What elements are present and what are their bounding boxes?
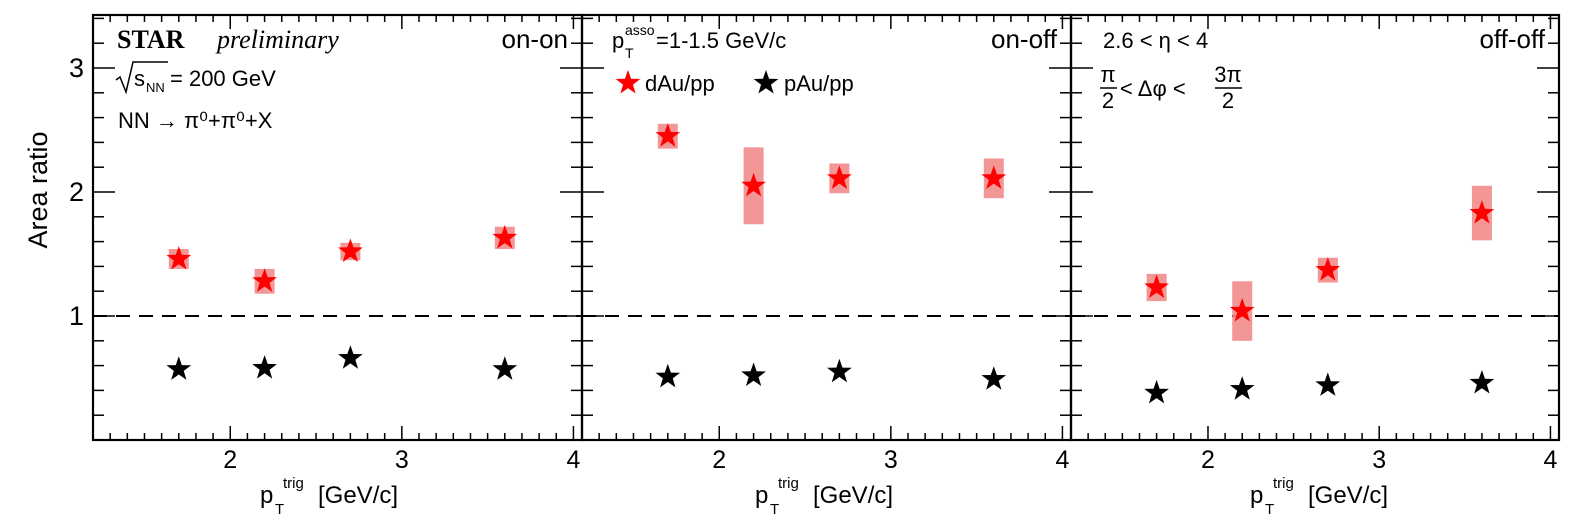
point-dau-pp bbox=[1229, 298, 1255, 322]
point-dau-pp bbox=[492, 224, 518, 249]
svg-text:p: p bbox=[755, 482, 768, 509]
point-pau-pp bbox=[1229, 376, 1255, 400]
point-pau-pp bbox=[166, 356, 192, 380]
point-dau-pp bbox=[1469, 200, 1495, 224]
svg-text:T: T bbox=[625, 45, 634, 61]
panel-label: off-off bbox=[1479, 24, 1545, 54]
x-tick-label: 2 bbox=[712, 446, 726, 474]
svg-text:trig: trig bbox=[778, 475, 799, 492]
x-tick-label: 3 bbox=[395, 446, 409, 474]
point-dau-pp bbox=[1315, 257, 1341, 281]
legend-star-dau bbox=[615, 70, 641, 94]
legend-label-dau: dAu/pp bbox=[645, 71, 715, 96]
p-asso-label: p asso T =1-1.5 GeV/c bbox=[612, 22, 786, 61]
svg-text:p: p bbox=[1250, 482, 1263, 509]
y-axis-title: Area ratio bbox=[23, 131, 53, 248]
svg-text:π: π bbox=[1100, 62, 1115, 87]
svg-text:< Δφ <: < Δφ < bbox=[1120, 76, 1186, 101]
x-tick-label: 3 bbox=[1372, 446, 1386, 474]
svg-text:trig: trig bbox=[1273, 475, 1294, 492]
panel-label: on-off bbox=[991, 24, 1058, 54]
svg-text:NN: NN bbox=[146, 80, 165, 95]
svg-text:asso: asso bbox=[625, 22, 655, 38]
y-tick-label: 2 bbox=[69, 177, 84, 207]
legend: dAu/pp pAu/pp bbox=[615, 70, 854, 96]
point-dau-pp bbox=[827, 165, 852, 189]
reaction-label: NN → π⁰+π⁰+X bbox=[118, 108, 273, 133]
point-pau-pp bbox=[1469, 370, 1495, 394]
x-axis-title-3: p trig T [GeV/c] bbox=[1250, 475, 1388, 518]
x-tick-label: 2 bbox=[223, 446, 237, 474]
legend-star-pau bbox=[753, 70, 779, 94]
svg-text:T: T bbox=[770, 501, 779, 518]
svg-text:[GeV/c]: [GeV/c] bbox=[813, 482, 893, 509]
svg-text:p: p bbox=[612, 28, 624, 53]
x-axis-title-1: p trig T [GeV/c] bbox=[260, 475, 398, 518]
svg-text:= 200 GeV: = 200 GeV bbox=[170, 66, 276, 91]
point-pau-pp bbox=[741, 362, 766, 387]
point-dau-pp bbox=[655, 123, 681, 147]
y-tick-label: 1 bbox=[69, 301, 84, 331]
point-dau-pp bbox=[252, 268, 277, 292]
x-tick-label: 4 bbox=[1543, 446, 1557, 474]
point-pau-pp bbox=[492, 356, 518, 380]
point-pau-pp bbox=[1315, 372, 1341, 396]
point-pau-pp bbox=[1144, 379, 1169, 404]
point-pau-pp bbox=[827, 358, 852, 383]
experiment-label: STAR bbox=[117, 25, 185, 54]
x-axis-title-2: p trig T [GeV/c] bbox=[755, 475, 893, 518]
point-pau-pp bbox=[981, 366, 1007, 390]
x-tick-label: 2 bbox=[1201, 446, 1215, 474]
panel-label: on-on bbox=[502, 24, 569, 54]
point-dau-pp bbox=[1144, 274, 1169, 299]
point-dau-pp bbox=[741, 172, 766, 197]
panel-off-off: 2 3 4 off-off bbox=[1069, 13, 1561, 474]
svg-text:p: p bbox=[260, 482, 273, 509]
svg-text:2: 2 bbox=[1102, 88, 1114, 113]
panel-on-on: 2 3 4 1 2 3 on-on bbox=[69, 13, 584, 474]
panel-on-off: 2 3 4 on-off bbox=[580, 13, 1073, 474]
svg-text:s: s bbox=[134, 66, 145, 91]
svg-text:T: T bbox=[275, 501, 284, 518]
x-tick-label: 4 bbox=[1055, 446, 1069, 474]
svg-text:2: 2 bbox=[1222, 88, 1234, 113]
svg-text:3π: 3π bbox=[1214, 62, 1241, 87]
point-pau-pp bbox=[252, 355, 277, 379]
svg-text:trig: trig bbox=[283, 475, 304, 492]
point-dau-pp bbox=[338, 238, 363, 263]
legend-label-pau: pAu/pp bbox=[784, 71, 854, 96]
status-label: preliminary bbox=[215, 25, 339, 54]
x-tick-label: 3 bbox=[884, 446, 898, 474]
x-tick-label: 4 bbox=[566, 446, 580, 474]
eta-range-label: 2.6 < η < 4 bbox=[1103, 28, 1208, 53]
point-pau-pp bbox=[655, 363, 681, 388]
point-dau-pp bbox=[981, 165, 1007, 189]
plot-frame bbox=[1069, 13, 1561, 442]
point-pau-pp bbox=[338, 345, 363, 369]
y-tick-label: 3 bbox=[69, 53, 84, 83]
svg-text:[GeV/c]: [GeV/c] bbox=[318, 482, 398, 509]
sqrt-s-label: s NN = 200 GeV bbox=[115, 61, 276, 95]
point-dau-pp bbox=[166, 246, 192, 270]
svg-text:=1-1.5 GeV/c: =1-1.5 GeV/c bbox=[656, 28, 786, 53]
svg-text:T: T bbox=[1265, 501, 1274, 518]
dphi-range-label: π 2 < Δφ < 3π 2 bbox=[1100, 62, 1242, 113]
svg-text:[GeV/c]: [GeV/c] bbox=[1308, 482, 1388, 509]
